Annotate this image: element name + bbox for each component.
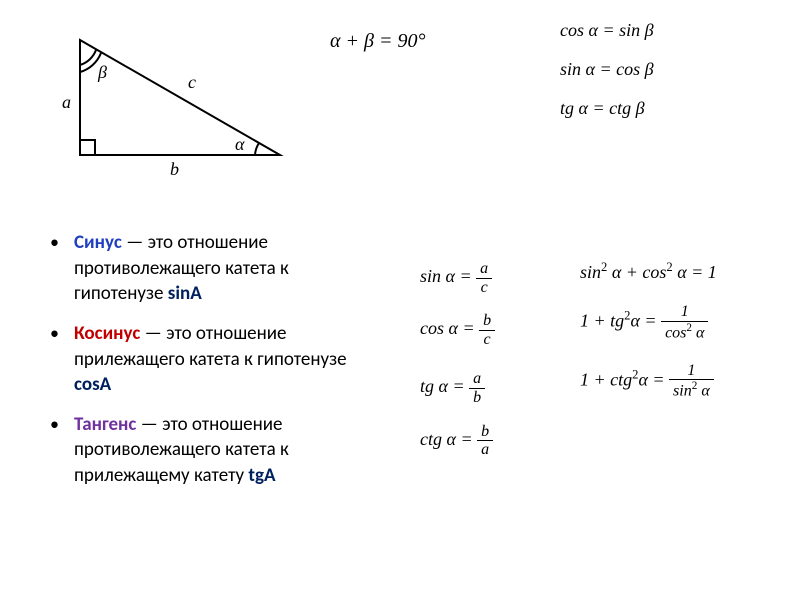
- triangle-diagram: a b c α β: [40, 20, 300, 180]
- ratio-row: cos α = bc: [420, 312, 495, 348]
- trig-identities: sin2 α + cos2 α = 1 1 + tg2α = 1 cos2 α …: [580, 260, 717, 420]
- fn-cosA: cosA: [74, 373, 111, 396]
- label-a: a: [62, 92, 71, 112]
- complementary-equation: α + β = 90°: [330, 30, 425, 53]
- triangle-svg: a b c α β: [40, 20, 300, 180]
- fn-tgA: tgA: [248, 464, 275, 487]
- label-beta: β: [97, 62, 107, 82]
- ratio-row: tg α = ab: [420, 370, 495, 406]
- cofunction-identities: cos α = sin β sin α = cos β tg α = ctg β: [560, 20, 654, 119]
- definitions-list: Синус — это отношение противолежащего ка…: [50, 230, 380, 503]
- term-tangent: Тангенс: [74, 413, 141, 436]
- label-alpha: α: [235, 134, 245, 154]
- term-sine: Синус: [74, 231, 122, 254]
- pythagorean-identity: sin2 α + cos2 α = 1: [580, 260, 717, 283]
- ratio-row: sin α = ac: [420, 260, 495, 296]
- cofunction-row: cos α = sin β: [560, 20, 654, 41]
- tg-identity: 1 + tg2α = 1 cos2 α: [580, 303, 717, 342]
- label-b: b: [170, 159, 179, 179]
- term-cosine: Косинус: [74, 322, 140, 345]
- ratio-formulas: sin α = ac cos α = bc tg α = ab ctg α = …: [420, 260, 495, 475]
- definition-item: Синус — это отношение противолежащего ка…: [50, 230, 380, 307]
- ctg-identity: 1 + ctg2α = 1 sin2 α: [580, 362, 717, 401]
- definition-item: Тангенс — это отношение противолежащего …: [50, 412, 380, 489]
- label-c: c: [188, 72, 196, 92]
- ratio-row: ctg α = ba: [420, 423, 495, 459]
- definition-item: Косинус — это отношение прилежащего кате…: [50, 321, 380, 398]
- fn-sinA: sinA: [168, 282, 202, 305]
- cofunction-row: tg α = ctg β: [560, 98, 654, 119]
- cofunction-row: sin α = cos β: [560, 59, 654, 80]
